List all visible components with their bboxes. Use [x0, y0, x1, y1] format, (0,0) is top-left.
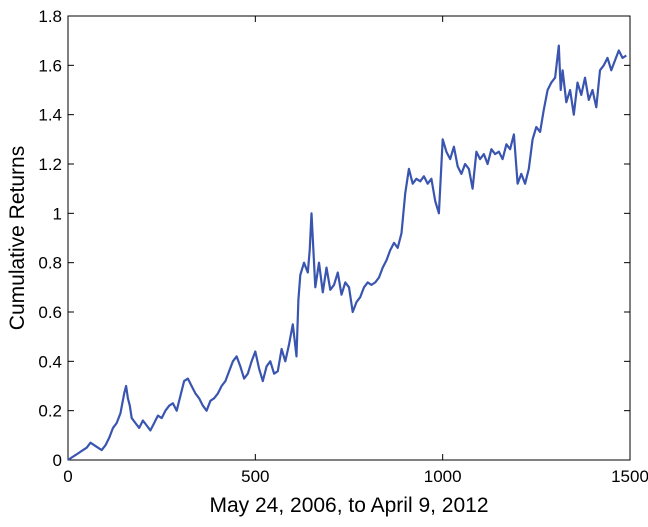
y-tick-label: 1.6	[38, 56, 62, 75]
y-tick-label: 0.4	[38, 352, 62, 371]
x-tick-label: 0	[63, 467, 72, 486]
y-tick-label: 0.6	[38, 303, 62, 322]
series-line-cumulative-returns	[67, 44, 627, 461]
y-tick-label: 0.2	[38, 402, 62, 421]
y-axis-ticks: 0 0.2 0.4 0.6 0.8 1 1.2 1.4 1.6 1.8	[38, 7, 630, 470]
x-tick-label: 500	[241, 467, 269, 486]
plot-frame	[67, 15, 631, 461]
y-tick-label: 1.2	[38, 155, 62, 174]
y-axis-label: Cumulative Returns	[6, 146, 29, 330]
y-tick-label: 1.4	[38, 106, 62, 125]
x-tick-label: 1500	[611, 467, 648, 486]
y-tick-label: 0.8	[38, 254, 62, 273]
x-axis-label: May 24, 2006, to April 9, 2012	[209, 494, 488, 517]
x-tick-label: 1000	[424, 467, 462, 486]
x-axis-ticks: 0 500 1000 1500	[63, 16, 648, 486]
y-tick-label: 1	[53, 204, 62, 223]
y-tick-label: 0	[53, 451, 62, 470]
y-tick-label: 1.8	[38, 7, 62, 26]
